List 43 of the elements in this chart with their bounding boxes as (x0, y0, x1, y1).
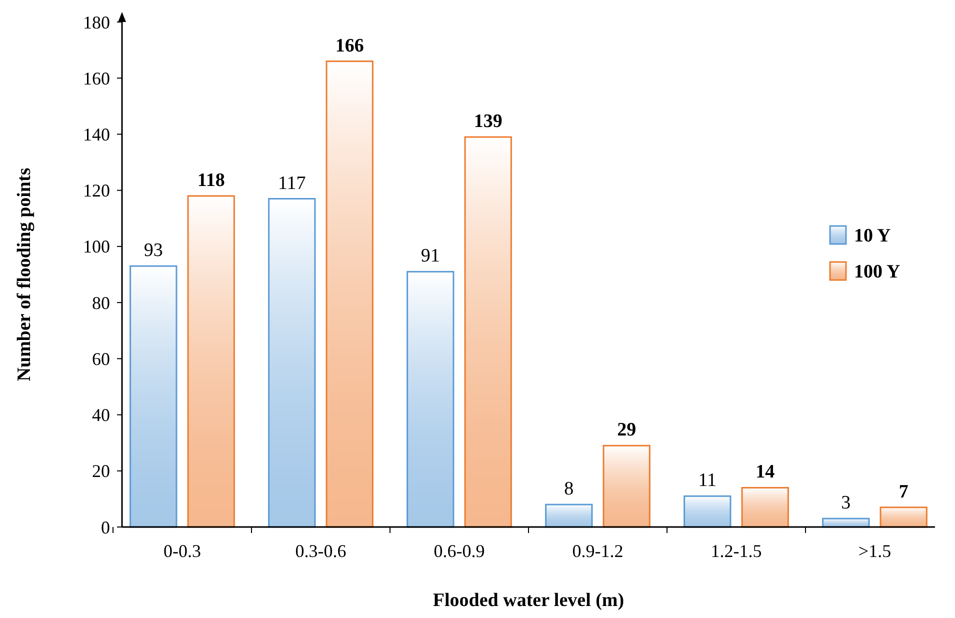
bar (464, 136, 512, 528)
bar (602, 444, 650, 528)
data-label: 14 (756, 462, 776, 483)
x-tick-label: 0.3-0.6 (295, 541, 346, 561)
y-tick-label: 80 (92, 292, 110, 313)
bar (326, 60, 374, 528)
data-label: 29 (617, 420, 636, 441)
data-label: 8 (564, 478, 574, 500)
data-label: 118 (197, 170, 225, 191)
bar (545, 504, 593, 528)
data-label: 3 (841, 492, 851, 514)
data-label: 11 (698, 470, 717, 492)
y-tick-label: 160 (83, 68, 110, 88)
bar (268, 198, 316, 528)
data-label: 93 (144, 240, 163, 262)
y-tick-label: 40 (92, 405, 110, 426)
y-tick-label: 120 (83, 180, 110, 201)
bar (684, 495, 732, 528)
x-tick-label: 0.9-1.2 (572, 541, 624, 561)
data-label: 7 (898, 481, 909, 502)
x-tick-label: 1.2-1.5 (710, 541, 762, 561)
y-tick-label: 60 (92, 348, 110, 369)
y-tick-label: 100 (83, 236, 110, 257)
data-label: 91 (420, 246, 440, 267)
bar (130, 265, 178, 528)
y-tick-label: 180 (83, 12, 110, 32)
bar (741, 486, 789, 528)
legend-label: 10 Y (854, 226, 892, 247)
y-tick-label: 140 (83, 124, 110, 145)
bar (880, 506, 928, 528)
legend-label: 100 Y (854, 262, 901, 283)
y-tick-label: 20 (92, 461, 110, 482)
bar (406, 270, 454, 528)
data-label: 166 (335, 35, 364, 56)
data-label: 117 (278, 172, 306, 194)
data-label: 139 (474, 111, 502, 132)
x-tick-label: 0-0.3 (164, 541, 201, 561)
y-axis-title: Number of flooding points (14, 168, 35, 382)
y-tick-label: 0 (101, 517, 110, 538)
bar (187, 195, 235, 528)
x-tick-label: 0.6-0.9 (434, 541, 485, 561)
x-axis-title: Flooded water level (m) (432, 590, 624, 611)
x-tick-label: >1.5 (858, 541, 892, 561)
